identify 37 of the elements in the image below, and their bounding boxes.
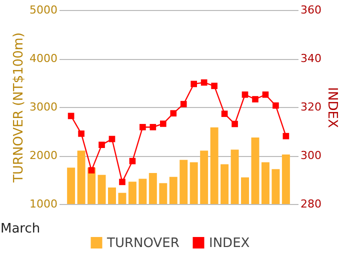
point [180,100,187,108]
point [232,120,238,128]
point [98,142,105,148]
y-tick-label: 3000 [30,100,58,114]
point [88,167,95,174]
point [272,102,279,109]
point [211,82,218,90]
point [262,91,269,98]
point [129,158,136,164]
y-tick-label: 4000 [30,52,58,65]
point [242,91,248,98]
point [119,178,126,186]
y-axis-title: TURNOVER (NT$100m) [12,32,27,184]
point [221,110,228,117]
point [282,132,290,140]
y2-tick-label: 340 [300,52,322,65]
y-tick-label: 1000 [30,198,58,210]
y-tick-label: 2000 [30,149,58,162]
y2-tick-label: 360 [300,4,322,16]
x-axis-title: March [0,222,40,236]
point [200,79,208,86]
point [108,136,116,142]
y2-tick-label: 280 [300,198,322,210]
point [190,80,198,88]
point [78,130,84,137]
point [160,120,166,127]
y-tick-label: 5000 [30,4,58,16]
y2-tick-label: 300 [300,149,322,162]
point [140,124,146,130]
y2-tick-label: 320 [300,100,322,114]
point [68,112,74,120]
point [252,96,258,102]
legend-label: TURNOVER [106,236,180,251]
y2-axis-title: INDEX [324,87,340,128]
legend-label: INDEX [209,236,250,251]
point [150,124,156,130]
point [170,110,177,116]
